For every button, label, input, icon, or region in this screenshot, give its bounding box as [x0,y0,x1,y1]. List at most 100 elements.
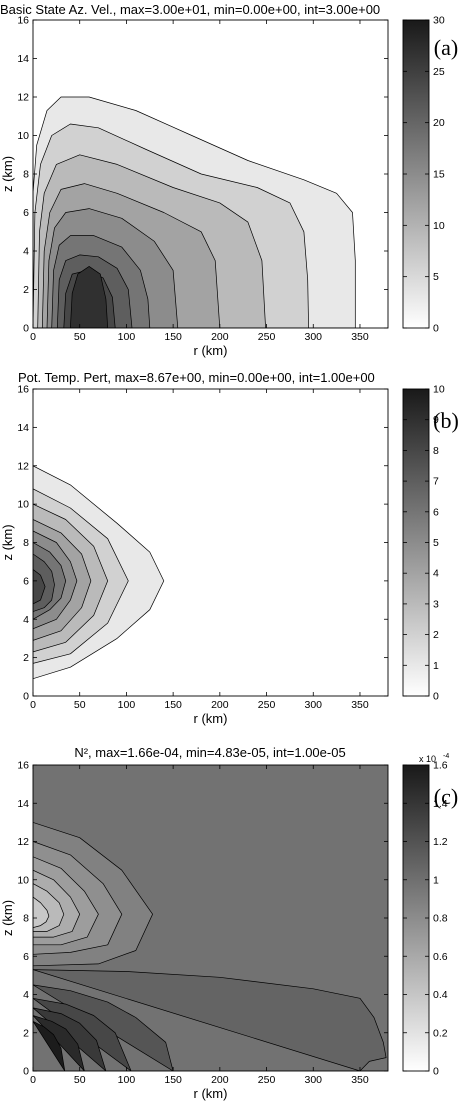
y-tick-label: 8 [23,913,29,925]
y-tick-label: 6 [23,575,29,587]
colorbar-tick-label: 0.2 [433,1027,448,1039]
x-tick-label: 200 [211,1074,229,1086]
y-axis-label: z (km) [0,524,15,560]
x-tick-label: 150 [164,699,182,711]
colorbar-tick-label: 0.4 [433,989,448,1001]
x-tick-label: 300 [304,1074,322,1086]
colorbar-tick-label: 3 [433,598,439,610]
contour-band [70,266,109,328]
y-tick-label: 0 [23,323,29,335]
colorbar-tick-label: 0.8 [433,913,448,925]
chart-title: Pot. Temp. Pert, max=8.67e+00, min=0.00e… [18,370,375,385]
y-tick-label: 12 [17,92,29,104]
contour-band [33,896,50,928]
y-axis-label: z (km) [0,156,15,192]
y-tick-label: 16 [17,760,29,772]
y-tick-label: 16 [17,384,29,396]
x-tick-label: 350 [351,331,369,343]
colorbar-tick-label: 0 [433,323,439,335]
colorbar-tick-label: 25 [433,66,445,78]
x-tick-label: 200 [211,331,229,343]
colorbar-exponent-power: -4 [443,753,449,760]
colorbar-tick-label: 0 [433,691,439,703]
y-tick-label: 10 [17,499,29,511]
x-tick-label: 150 [164,331,182,343]
x-tick-label: 150 [164,1074,182,1086]
y-tick-label: 8 [23,169,29,181]
colorbar-tick-label: 2 [433,629,439,641]
x-tick-label: 250 [258,331,276,343]
y-tick-label: 2 [23,652,29,664]
contour-band [33,569,46,605]
y-tick-label: 14 [17,798,29,810]
colorbar-tick-label: 20 [433,117,445,129]
colorbar-tick-label: 10 [433,220,445,232]
x-tick-label: 0 [30,1074,36,1086]
colorbar [402,388,430,697]
colorbar-tick-label: 6 [433,506,439,518]
x-tick-label: 50 [74,699,86,711]
colorbar-tick-label: 1 [433,874,439,886]
colorbar-tick-label: 1.6 [433,760,448,772]
contour-band [33,969,387,1071]
x-tick-label: 300 [304,699,322,711]
y-tick-label: 6 [23,951,29,963]
x-tick-label: 100 [118,699,136,711]
colorbar-tick-label: 4 [433,568,439,580]
x-tick-label: 200 [211,699,229,711]
colorbar [402,764,430,1072]
y-tick-label: 4 [23,246,29,258]
y-tick-label: 8 [23,537,29,549]
colorbar-tick-label: 5 [433,537,439,549]
x-axis-label: r (km) [194,1086,228,1101]
colorbar-tick-label: 15 [433,169,445,181]
y-tick-label: 0 [23,1066,29,1078]
colorbar-tick-label: 0 [433,1066,439,1078]
y-axis-label: z (km) [0,900,15,936]
y-tick-label: 4 [23,614,29,626]
colorbar-tick-label: 7 [433,476,439,488]
panel-label: (a) [434,35,458,60]
x-tick-label: 350 [351,699,369,711]
x-tick-label: 350 [351,1074,369,1086]
colorbar-tick-label: 5 [433,271,439,283]
chart-title: Basic State Az. Vel., max=3.00e+01, min=… [0,2,380,17]
y-tick-label: 14 [17,422,29,434]
y-tick-label: 16 [17,15,29,27]
y-tick-label: 2 [23,284,29,296]
y-tick-label: 6 [23,207,29,219]
x-axis-label: r (km) [194,343,228,358]
y-tick-label: 12 [17,836,29,848]
x-tick-label: 300 [304,331,322,343]
x-tick-label: 0 [30,699,36,711]
panel-label: (b) [433,408,459,433]
x-tick-label: 250 [258,699,276,711]
y-tick-label: 14 [17,53,29,65]
colorbar-tick-label: 9 [433,414,439,426]
chart-title: N², max=1.66e-04, min=4.83e-05, int=1.00… [74,745,345,760]
colorbar-tick-label: 10 [433,384,445,396]
contour-band [33,1020,66,1071]
y-tick-label: 12 [17,460,29,472]
contour-group [33,465,165,680]
colorbar-tick-label: 1.4 [433,798,448,810]
colorbar-tick-label: 30 [433,15,445,27]
contour-group [33,822,387,1071]
y-tick-label: 10 [17,130,29,142]
x-tick-label: 250 [258,1074,276,1086]
y-tick-label: 4 [23,989,29,1001]
colorbar-tick-label: 1.2 [433,836,448,848]
y-tick-label: 10 [17,874,29,886]
panel-label: (c) [434,784,458,809]
colorbar-tick-label: 1 [433,660,439,672]
x-tick-label: 0 [30,331,36,343]
x-axis-label: r (km) [194,711,228,726]
x-tick-label: 100 [118,1074,136,1086]
colorbar-exponent: x 10 [419,754,436,764]
x-tick-label: 100 [118,331,136,343]
y-tick-label: 2 [23,1027,29,1039]
